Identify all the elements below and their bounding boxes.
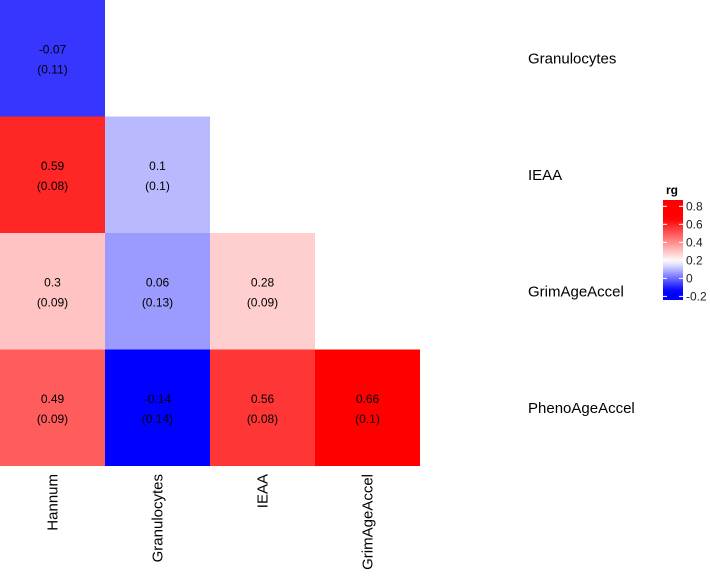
cell-se-label: (0.09) xyxy=(247,295,278,309)
heatmap-cell xyxy=(0,116,105,233)
heatmap-cells xyxy=(0,0,420,466)
cell-se-label: (0.08) xyxy=(247,412,278,426)
cell-value-label: 0.1 xyxy=(149,159,166,173)
cell-se-label: (0.11) xyxy=(37,62,67,76)
column-labels: Hannum Granulocytes IEAA GrimAgeAccel xyxy=(45,474,377,570)
legend-tick-label: -0.2 xyxy=(686,289,707,303)
color-legend: rg 0.8 0.6 0.4 0.2 0 -0.2 xyxy=(663,183,707,303)
legend-tick-label: 0.2 xyxy=(686,253,703,267)
row-label: Granulocytes xyxy=(528,50,616,67)
cell-se-label: (0.1) xyxy=(145,179,170,193)
heatmap-cell xyxy=(210,233,315,350)
cell-se-label: (0.13) xyxy=(142,295,173,309)
cell-se-label: (0.08) xyxy=(37,179,68,193)
column-label: Hannum xyxy=(45,474,62,531)
legend-tick-label: 0.6 xyxy=(686,217,703,231)
heatmap-cell xyxy=(105,116,210,233)
cell-value-label: 0.56 xyxy=(251,392,275,406)
legend-color-bar xyxy=(663,200,683,300)
legend-tick-label: 0.4 xyxy=(686,235,703,249)
legend-ticks: 0.8 0.6 0.4 0.2 0 -0.2 xyxy=(663,199,707,303)
cell-value-label: -0.07 xyxy=(39,42,67,56)
heatmap-cell xyxy=(105,349,210,466)
row-label: GrimAgeAccel xyxy=(528,283,624,300)
column-label: IEAA xyxy=(255,474,272,508)
row-label: IEAA xyxy=(528,167,562,184)
heatmap-cell-labels: -0.07 (0.11) 0.59 (0.08) 0.1 (0.1) 0.3 (0.09) 0.… xyxy=(37,42,380,426)
row-labels: Granulocytes IEAA GrimAgeAccel PhenoAgeAcce… xyxy=(528,50,635,417)
cell-se-label: (0.14) xyxy=(142,412,173,426)
cell-value-label: 0.28 xyxy=(251,275,275,289)
heatmap-cell xyxy=(0,0,105,117)
cell-value-label: 0.66 xyxy=(356,392,380,406)
cell-value-label: 0.59 xyxy=(41,159,65,173)
heatmap-cell xyxy=(0,349,105,466)
column-label: GrimAgeAccel xyxy=(360,474,377,570)
legend-tick-label: 0 xyxy=(686,271,693,285)
heatmap-cell xyxy=(210,349,315,466)
cell-value-label: 0.49 xyxy=(41,392,65,406)
cell-se-label: (0.09) xyxy=(37,412,68,426)
heatmap-cell xyxy=(105,233,210,350)
cell-value-label: 0.3 xyxy=(44,275,61,289)
heatmap-cell xyxy=(0,233,105,350)
heatmap-cell xyxy=(315,349,420,466)
legend-title: rg xyxy=(666,183,678,197)
cell-se-label: (0.1) xyxy=(355,412,380,426)
column-label: Granulocytes xyxy=(150,474,167,562)
cell-se-label: (0.09) xyxy=(37,295,68,309)
legend-tick-label: 0.8 xyxy=(686,199,703,213)
row-label: PhenoAgeAccel xyxy=(528,400,635,417)
cell-value-label: 0.06 xyxy=(146,275,170,289)
cell-value-label: -0.14 xyxy=(144,392,172,406)
